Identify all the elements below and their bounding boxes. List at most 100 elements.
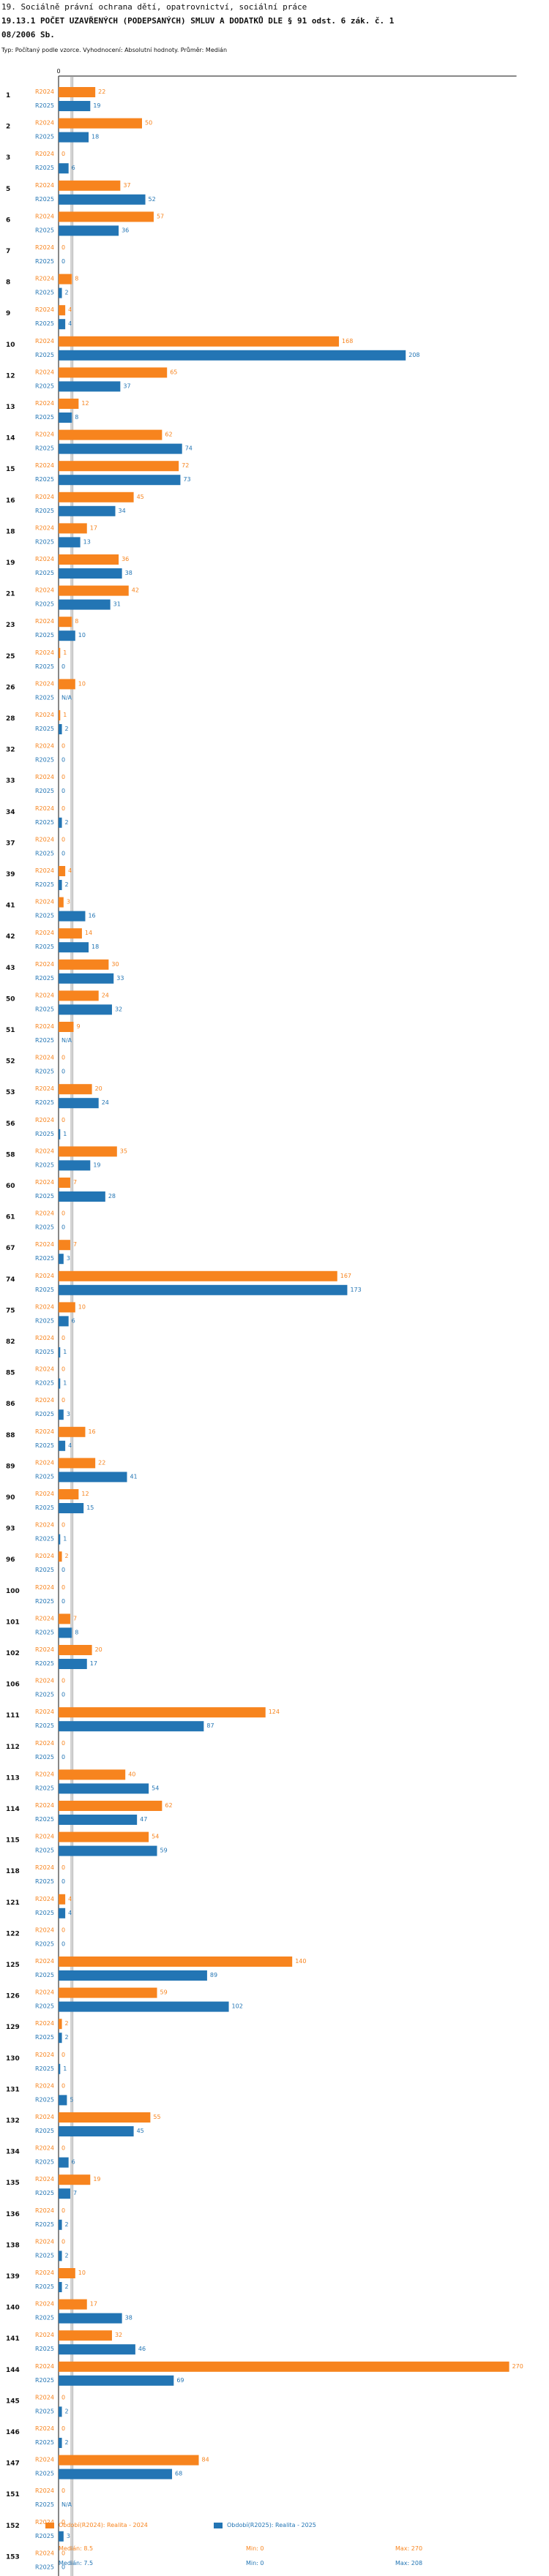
- series-label-r2024: R2024: [35, 1303, 54, 1310]
- data-label-r2024: 3: [67, 899, 70, 905]
- data-label-r2024: 37: [123, 182, 130, 189]
- legend-r2024-median: Medián: 8.5: [59, 2545, 94, 2552]
- series-label-r2025: R2025: [35, 1848, 54, 1854]
- bar-r2024: [59, 990, 99, 1001]
- bar-r2025: [59, 475, 181, 486]
- bar-r2025: [59, 911, 86, 922]
- series-label-r2024: R2024: [35, 2207, 54, 2214]
- category-label: 8: [6, 279, 10, 287]
- category-label: 86: [6, 1401, 15, 1408]
- series-label-r2025: R2025: [35, 788, 54, 794]
- data-label-r2025: 173: [350, 1287, 361, 1293]
- series-label-r2025: R2025: [35, 2003, 54, 2010]
- data-label-r2024: 7: [73, 1179, 77, 1186]
- bar-r2025: [59, 381, 121, 392]
- data-label-r2025: 2: [65, 881, 69, 888]
- bar-r2025: [59, 194, 146, 205]
- bar-r2025: [59, 1254, 64, 1265]
- series-label-r2025: R2025: [35, 1629, 54, 1635]
- category-label: 5: [6, 186, 10, 193]
- category-label: 88: [6, 1432, 15, 1439]
- data-label-r2025: 16: [88, 913, 95, 919]
- category-label: 9: [6, 310, 10, 317]
- series-label-r2025: R2025: [35, 1754, 54, 1760]
- data-label-r2025: 0: [61, 1940, 65, 1947]
- data-label-r2024: 4: [68, 867, 72, 874]
- data-label-r2024: 2: [65, 1553, 69, 1559]
- data-label-r2025: 0: [61, 1567, 65, 1573]
- series-label-r2025: R2025: [35, 570, 54, 576]
- category-label: 113: [6, 1774, 20, 1782]
- series-label-r2024: R2024: [35, 1148, 54, 1154]
- bar-r2024: [59, 1302, 75, 1313]
- data-label-r2025: 0: [61, 2564, 65, 2570]
- bar-r2025: [59, 817, 62, 828]
- series-label-r2024: R2024: [35, 1553, 54, 1559]
- bar-r2024: [59, 87, 96, 97]
- data-label-r2025: 10: [78, 632, 86, 639]
- category-label: 151: [6, 2491, 20, 2498]
- series-label-r2025: R2025: [35, 227, 54, 233]
- series-label-r2025: R2025: [35, 2221, 54, 2228]
- category-label: 144: [6, 2367, 20, 2374]
- legend-r2024-max: Max: 270: [395, 2545, 423, 2552]
- category-label: 19: [6, 560, 15, 567]
- series-label-r2025: R2025: [35, 1224, 54, 1231]
- series-label-r2024: R2024: [35, 1055, 54, 1061]
- series-label-r2024: R2024: [35, 1023, 54, 1030]
- data-label-r2025: 52: [149, 196, 156, 203]
- series-label-r2024: R2024: [35, 649, 54, 656]
- series-label-r2025: R2025: [35, 1411, 54, 1417]
- category-label: 56: [6, 1121, 15, 1128]
- series-label-r2025: R2025: [35, 1099, 54, 1106]
- series-label-r2025: R2025: [35, 2034, 54, 2041]
- data-label-r2025: N/A: [61, 2501, 72, 2508]
- bar-r2025: [59, 2438, 62, 2448]
- bar-r2024: [59, 554, 119, 565]
- series-label-r2024: R2024: [35, 2114, 54, 2120]
- bar-r2024: [59, 305, 66, 316]
- category-label: 75: [6, 1307, 15, 1314]
- series-label-r2025: R2025: [35, 2065, 54, 2072]
- bar-r2025: [59, 1472, 127, 1483]
- series-label-r2024: R2024: [35, 712, 54, 718]
- category-label: 52: [6, 1058, 15, 1066]
- data-label-r2024: 4: [68, 1896, 72, 1902]
- data-label-r2024: 0: [61, 1335, 65, 1341]
- data-label-r2025: 2: [65, 2408, 69, 2414]
- series-label-r2024: R2024: [35, 961, 54, 968]
- bar-r2025: [59, 2188, 70, 2199]
- bar-r2025: [59, 1721, 204, 1732]
- category-label: 101: [6, 1619, 20, 1626]
- data-label-r2024: 62: [165, 1802, 172, 1809]
- data-label-r2025: 69: [176, 2377, 184, 2384]
- series-label-r2024: R2024: [35, 1678, 54, 1684]
- bar-r2025: [59, 1815, 138, 1825]
- data-label-r2024: 2: [65, 2020, 69, 2027]
- category-label: 146: [6, 2429, 20, 2436]
- category-label: 74: [6, 1276, 15, 1284]
- bar-r2025: [59, 101, 91, 111]
- data-label-r2025: 4: [68, 320, 72, 327]
- series-label-r2024: R2024: [35, 432, 54, 438]
- data-label-r2025: 46: [138, 2346, 146, 2352]
- series-label-r2025: R2025: [35, 2159, 54, 2166]
- category-label: 130: [6, 2055, 20, 2063]
- series-label-r2025: R2025: [35, 1317, 54, 1324]
- series-label-r2025: R2025: [35, 1878, 54, 1885]
- series-label-r2024: R2024: [35, 774, 54, 780]
- bar-r2025: [59, 1970, 207, 1981]
- series-label-r2024: R2024: [35, 1241, 54, 1248]
- data-label-r2025: 208: [408, 352, 419, 358]
- series-label-r2024: R2024: [35, 2519, 54, 2526]
- series-label-r2025: R2025: [35, 196, 54, 203]
- series-label-r2024: R2024: [35, 2176, 54, 2183]
- series-label-r2024: R2024: [35, 1896, 54, 1902]
- series-label-r2025: R2025: [35, 1816, 54, 1823]
- series-label-r2024: R2024: [35, 1740, 54, 1747]
- data-label-r2025: 2: [65, 290, 69, 296]
- category-label: 136: [6, 2211, 20, 2218]
- bar-r2024: [59, 1489, 79, 1499]
- bar-r2025: [59, 1378, 61, 1389]
- series-label-r2024: R2024: [35, 151, 54, 157]
